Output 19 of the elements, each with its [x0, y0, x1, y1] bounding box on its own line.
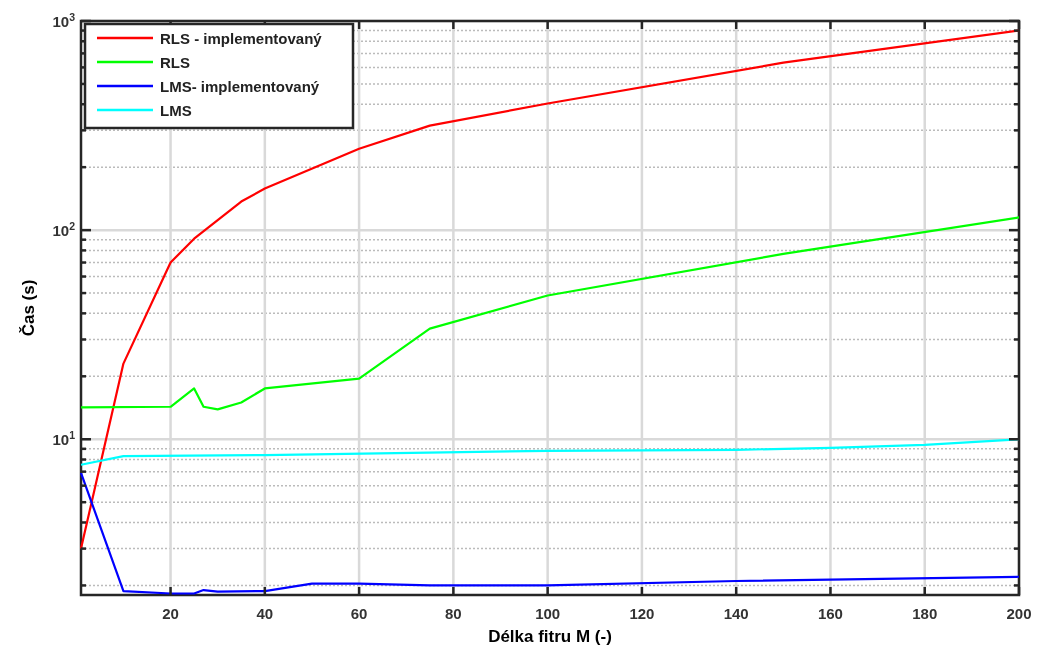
x-tick-label: 160 [817, 605, 843, 622]
x-tick-label: 120 [629, 605, 655, 622]
y-tick-label: 10$^{3}$ [52, 11, 76, 30]
x-tick-label: 20 [162, 605, 179, 622]
x-tick-label: 40 [256, 605, 274, 622]
x-axis-title: Délka fitru M (-) [488, 627, 612, 646]
legend-label: RLS - implementovaný [160, 30, 323, 47]
x-tick-label: 60 [350, 605, 368, 622]
legend-label: RLS [160, 54, 190, 71]
x-tick-label: 140 [723, 605, 749, 622]
y-tick-label: 10$^{1}$ [52, 429, 76, 449]
legend-label: LMS [160, 102, 192, 119]
x-tick-label: 80 [445, 605, 462, 622]
y-tick-label: 10$^{2}$ [52, 220, 76, 240]
y-axis-title: Čas (s) [19, 279, 38, 337]
x-tick-label: 200 [1006, 605, 1032, 622]
x-tick-label: 100 [535, 605, 561, 622]
x-tick-label: 180 [912, 605, 938, 622]
legend-label: LMS- implementovaný [160, 78, 320, 95]
